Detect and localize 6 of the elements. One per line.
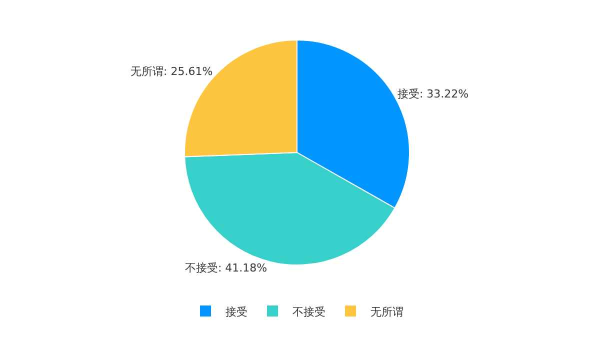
legend-label: 不接受 [292,305,326,318]
legend-label: 无所谓 [370,305,404,318]
legend-label: 接受 [226,305,248,318]
data-label: 接受: 33.22% [397,88,469,101]
data-label: 无所谓: 25.61% [130,64,213,78]
data-label: 不接受: 41.18% [184,261,268,274]
